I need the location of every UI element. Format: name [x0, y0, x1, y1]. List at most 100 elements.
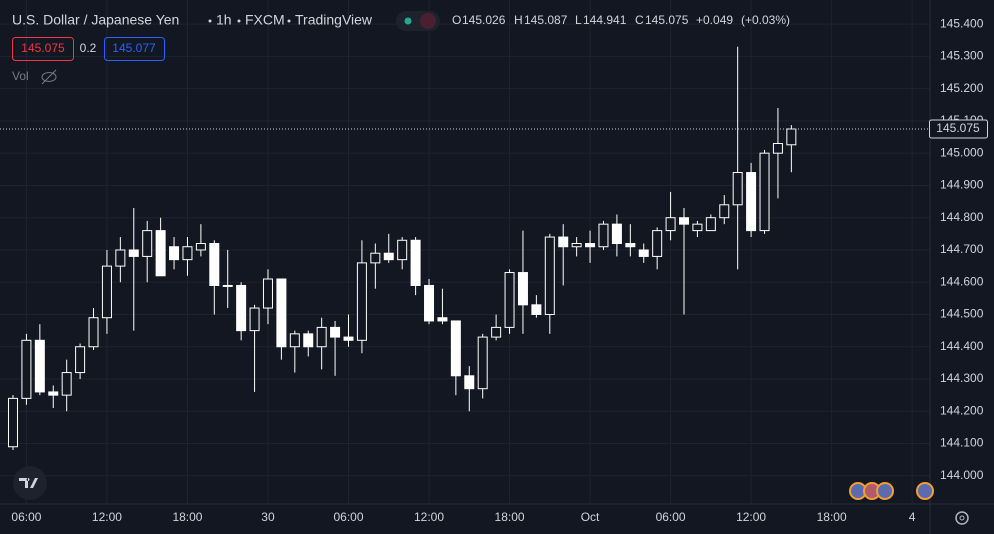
- settings-icon[interactable]: [955, 511, 969, 525]
- ohlc-c-label: C: [635, 13, 644, 27]
- platform: TradingView: [295, 12, 373, 28]
- candle-body: [195, 243, 206, 251]
- gear: [955, 511, 969, 525]
- candle-body: [772, 143, 783, 154]
- ohlc-high: 145.087: [524, 13, 568, 27]
- logo-circle: [13, 466, 47, 500]
- data-status: [420, 13, 436, 29]
- y-tick-label: 144.900: [940, 178, 984, 192]
- x-tick-label: 06:00: [656, 510, 686, 524]
- separator: [237, 19, 241, 23]
- candle-body: [638, 249, 649, 257]
- candle-body: [450, 320, 461, 377]
- ohlc-open: 145.026: [462, 13, 506, 27]
- candle-body: [222, 284, 233, 287]
- event-flag: [916, 482, 934, 500]
- candle-body: [34, 339, 45, 393]
- x-tick-label: 12:00: [414, 510, 444, 524]
- candle-body: [169, 246, 180, 261]
- candle-body: [48, 391, 59, 396]
- candle-body: [558, 236, 569, 248]
- tradingview-logo[interactable]: [13, 466, 47, 500]
- x-tick-label: 18:00: [817, 510, 847, 524]
- separator: [208, 19, 212, 23]
- candle-body: [61, 372, 72, 396]
- candle-body: [236, 284, 247, 332]
- plot-area: [0, 0, 930, 504]
- candle-body: [679, 217, 689, 225]
- last-price-label: 145.075: [936, 121, 980, 135]
- source: FXCM: [245, 12, 285, 28]
- candle-body: [343, 336, 354, 341]
- last-price-box: [929, 119, 988, 139]
- event-icons[interactable]: [849, 482, 934, 500]
- candle-body: [652, 230, 663, 257]
- x-tick-label: 06:00: [11, 510, 41, 524]
- y-tick-label: 144.000: [940, 468, 984, 482]
- x-tick-label: 4: [909, 510, 916, 524]
- separator: [287, 19, 291, 23]
- ask-box[interactable]: [104, 37, 165, 61]
- candle-body: [142, 230, 153, 257]
- ohlc-change-pct: (+0.03%): [741, 13, 790, 27]
- ask-price[interactable]: 145.077: [112, 41, 156, 55]
- candle-body: [75, 346, 86, 374]
- x-tick-label: 18:00: [495, 510, 525, 524]
- candle-body: [8, 397, 18, 448]
- x-tick-label: 12:00: [736, 510, 766, 524]
- candle-body: [128, 249, 139, 257]
- candle-body: [517, 272, 528, 306]
- candle-body: [477, 336, 488, 390]
- x-tick-label: 30: [261, 510, 275, 524]
- candle-body: [611, 223, 622, 245]
- x-tick-label: 18:00: [172, 510, 202, 524]
- y-tick-label: 145.300: [940, 49, 984, 63]
- gear-hub: [959, 515, 965, 521]
- y-tick-label: 144.800: [940, 210, 984, 224]
- bid-price[interactable]: 145.075: [21, 41, 65, 55]
- candle-body: [625, 243, 636, 248]
- market-status: [404, 17, 412, 25]
- ohlc-header: O 145.026 H 145.087 L 144.941 C 145.075 …: [452, 13, 790, 27]
- candle-body: [746, 172, 757, 232]
- ohlc-change: +0.049: [696, 13, 733, 27]
- candle-body: [692, 223, 703, 232]
- candle-body: [262, 278, 273, 309]
- candle-body: [289, 333, 300, 348]
- candle-body: [504, 272, 515, 328]
- ohlc-close: 145.075: [645, 13, 689, 27]
- x-tick-label: Oct: [581, 510, 600, 524]
- interval: 1h: [216, 12, 232, 28]
- candle-body: [571, 243, 582, 248]
- candle-body: [182, 246, 193, 261]
- event-flag: [876, 482, 894, 500]
- y-tick-label: 144.200: [940, 403, 984, 417]
- y-tick-label: 144.700: [940, 242, 984, 256]
- y-tick-label: 145.400: [940, 16, 984, 30]
- candle-body: [383, 252, 394, 261]
- candle-body: [249, 307, 260, 332]
- candle-body: [370, 252, 381, 264]
- candle-body: [705, 217, 716, 232]
- candle-body: [101, 265, 112, 319]
- candle-body: [786, 128, 797, 146]
- candle-body: [531, 304, 542, 315]
- eye-icon: [41, 72, 57, 82]
- x-tick-label: 06:00: [333, 510, 363, 524]
- candle-body: [356, 262, 367, 341]
- candle-body: [491, 326, 502, 338]
- hide-volume-icon[interactable]: [41, 69, 57, 85]
- spread: 0.2: [80, 41, 97, 55]
- y-tick-label: 144.300: [940, 371, 984, 385]
- ohlc-l-label: L: [575, 13, 582, 27]
- candle-body: [316, 326, 327, 348]
- y-tick-label: 145.000: [940, 145, 984, 159]
- y-tick-label: 144.100: [940, 436, 984, 450]
- symbol: U.S. Dollar / Japanese Yen: [12, 12, 179, 28]
- ohlc-h-label: H: [514, 13, 523, 27]
- candle-body: [598, 223, 609, 248]
- candle-body: [410, 239, 421, 286]
- bid-box[interactable]: [12, 37, 74, 61]
- candle-body: [155, 230, 166, 277]
